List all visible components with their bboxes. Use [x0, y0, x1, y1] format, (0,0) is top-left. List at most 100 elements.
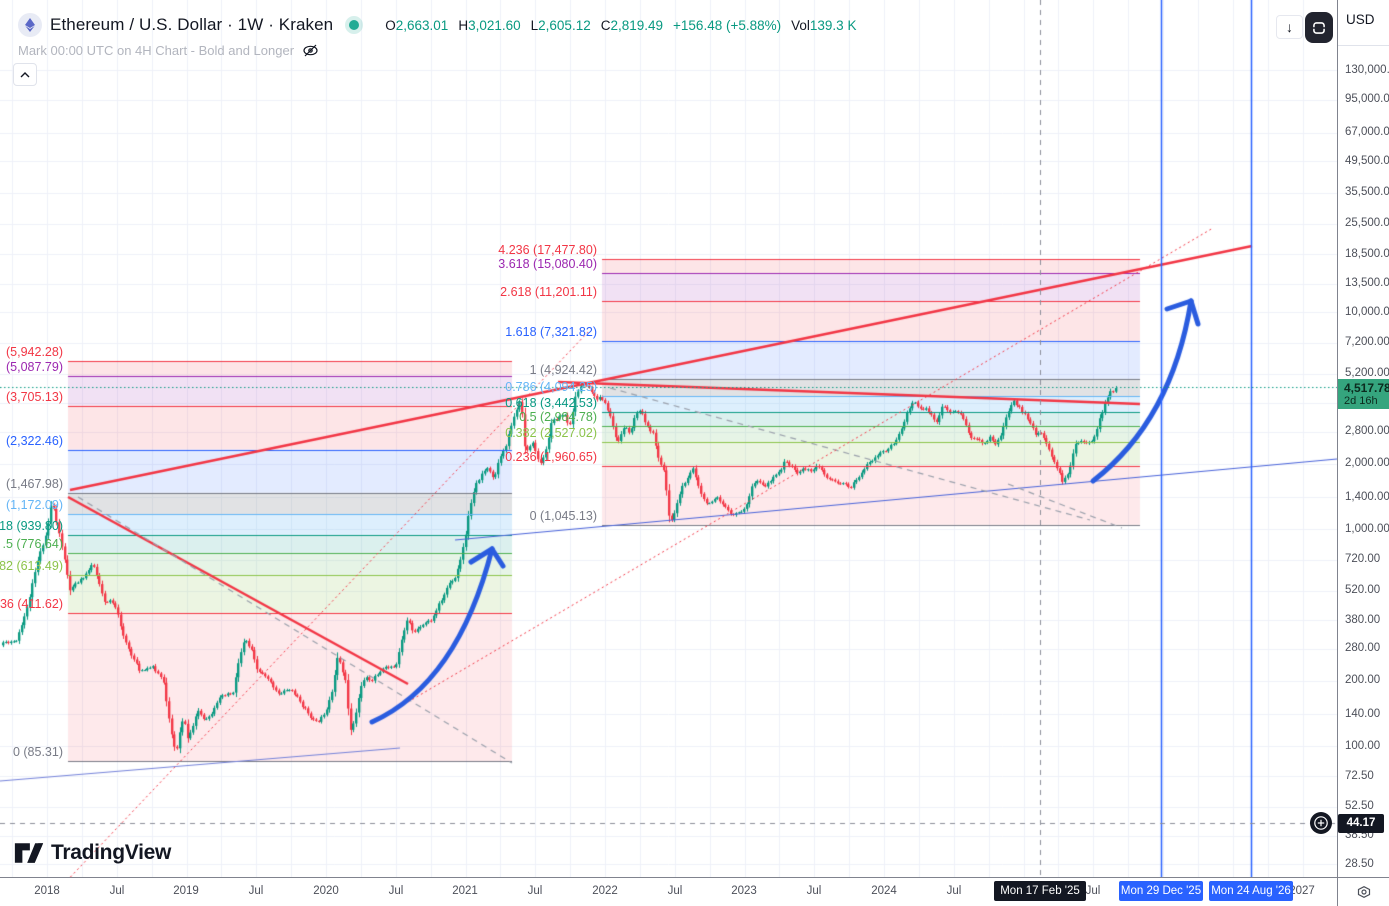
bar-close-countdown: 2d 16h — [1344, 394, 1378, 407]
fib-level-label[interactable]: 0 (85.31) — [12, 744, 63, 759]
fib-level-label[interactable]: 0.618 (3,442.53) — [505, 396, 597, 411]
time-tick-label: 2024 — [871, 885, 897, 897]
price-axis[interactable]: USD 130,000.00 95,000.00 67,000.00 49,500.0… — [1337, 0, 1389, 877]
fib-level-label[interactable]: 0.236 (1,960.65) — [505, 449, 597, 464]
time-tick-label: Jul — [1085, 885, 1101, 897]
price-tick-label: 25,500.00 — [1345, 217, 1389, 230]
fib-level-label[interactable]: 4.236 (17,477.80) — [498, 243, 597, 258]
tradingview-logo-text: TradingView — [51, 841, 172, 864]
fib-level-label[interactable]: 2.618 (11,201.11) — [500, 285, 597, 300]
crosshair-add-alert-button[interactable] — [1310, 812, 1332, 834]
price-tick-label: 52.50 — [1345, 800, 1374, 813]
axis-settings-corner[interactable] — [1337, 877, 1389, 906]
time-tick-label: Jul — [667, 885, 683, 897]
time-tick-label: Jul — [109, 885, 125, 897]
crosshair-time-badge: Mon 17 Feb '25 — [994, 881, 1086, 901]
price-tick-label: 1,400.00 — [1345, 490, 1389, 503]
tradingview-mark-icon — [14, 843, 44, 863]
price-tick-label: 200.00 — [1345, 674, 1381, 687]
fib-level-label[interactable]: 1 (4,924.42) — [529, 362, 597, 377]
arrow-down-icon: ↓ — [1286, 19, 1293, 35]
high-value: 3,021.60 — [468, 17, 521, 33]
current-price-value: 4,517.78 — [1344, 380, 1389, 395]
fib-level-label[interactable]: (3,705.13) — [6, 389, 63, 404]
fib-level-label[interactable]: (1,172.09) — [6, 498, 63, 513]
price-tick-label: 130,000.00 — [1345, 63, 1389, 76]
price-tick-label: 35,500.00 — [1345, 186, 1389, 199]
fullscreen-button[interactable] — [1305, 12, 1333, 43]
time-tick-label: 2023 — [731, 885, 757, 897]
time-tick-label: 2020 — [313, 885, 339, 897]
time-tick-label: 2027 — [1289, 885, 1315, 897]
price-tick-label: 2,800.00 — [1345, 425, 1389, 438]
price-tick-label: 18,500.00 — [1345, 247, 1389, 260]
ohlc-readout: O2,663.01 H3,021.60 L2,605.12 C2,819.49 … — [385, 17, 857, 33]
open-value: 2,663.01 — [395, 17, 449, 33]
price-tick-label: 1,000.00 — [1345, 522, 1389, 535]
fib-level-label[interactable]: 82 (613.49) — [0, 559, 63, 574]
price-tick-label: 67,000.00 — [1345, 126, 1389, 139]
low-value: 2,605.12 — [538, 17, 591, 33]
price-tick-label: 28.50 — [1345, 857, 1374, 870]
current-price-badge: 4,517.78 2d 16h — [1338, 378, 1389, 409]
fib-level-label[interactable]: 18 (939.80) — [0, 518, 63, 533]
drawing-legend-row: Mark 00:00 UTC on 4H Chart - Bold and Lo… — [18, 43, 319, 58]
price-tick-label: 72.50 — [1345, 769, 1374, 782]
price-tick-label: 2,000.00 — [1345, 457, 1389, 470]
chevron-up-icon — [20, 71, 30, 77]
volume-value: 139.3 K — [809, 17, 857, 33]
close-value: 2,819.49 — [610, 17, 664, 33]
time-tick-label: 2022 — [592, 885, 618, 897]
frame-icon — [1313, 21, 1325, 34]
crosshair-price-badge: 44.17 — [1338, 813, 1384, 833]
collapse-legend-button[interactable] — [13, 63, 37, 86]
drawing-title[interactable]: Mark 00:00 UTC on 4H Chart - Bold and Lo… — [18, 43, 295, 58]
price-tick-label: 7,200.00 — [1345, 336, 1389, 349]
fib-level-label[interactable]: 36 (411.62) — [0, 596, 63, 611]
time-tick-label: Jul — [806, 885, 822, 897]
price-axis-separator — [1338, 45, 1389, 46]
time-tick-label: Jul — [388, 885, 404, 897]
price-tick-label: 13,500.00 — [1345, 277, 1389, 290]
price-tick-label: 380.00 — [1345, 613, 1381, 626]
fib-level-label[interactable]: 3.618 (15,080.40) — [498, 257, 597, 272]
fib-level-label[interactable]: 0 (1,045.13) — [529, 508, 597, 523]
price-tick-label: 280.00 — [1345, 642, 1381, 655]
fib-level-label[interactable]: 0.786 (4,094.25) — [505, 380, 597, 395]
fib-level-label[interactable]: (1,467.98) — [6, 476, 63, 491]
chart-plot-area[interactable]: (5,942.28) (5,087.79) (3,705.13) (2,322.46)… — [0, 0, 1337, 877]
symbol-header: Ethereum / U.S. Dollar · 1W · Kraken O2,… — [18, 13, 856, 37]
market-status-icon[interactable] — [345, 16, 364, 34]
fib-level-label[interactable]: 0.5 (2,984.78) — [519, 409, 597, 424]
price-tick-label: 140.00 — [1345, 707, 1381, 720]
price-tick-label: 520.00 — [1345, 584, 1381, 597]
symbol-title[interactable]: Ethereum / U.S. Dollar · 1W · Kraken — [50, 15, 334, 34]
fib-level-label[interactable]: .5 (776.64) — [2, 536, 63, 551]
price-tick-label: 100.00 — [1345, 739, 1381, 752]
event-date-badge-2[interactable]: Mon 24 Aug '26 — [1209, 881, 1293, 901]
eye-slash-icon[interactable] — [302, 43, 319, 58]
time-tick-label: 2021 — [452, 885, 478, 897]
ethereum-icon[interactable] — [18, 13, 42, 37]
fib-level-label[interactable]: (2,322.46) — [6, 433, 63, 448]
time-tick-label: Jul — [946, 885, 962, 897]
time-axis[interactable]: 2018 Jul 2019 Jul 2020 Jul 2021 Jul 2022 Jul 2023 J… — [0, 877, 1337, 906]
tradingview-logo[interactable]: TradingView — [14, 841, 171, 865]
plus-circle-icon — [1314, 816, 1328, 830]
price-axis-currency[interactable]: USD — [1346, 12, 1375, 27]
fib-level-label[interactable]: (5,942.28) — [6, 345, 63, 360]
fib-level-label[interactable]: 0.382 (2,527.02) — [505, 425, 597, 440]
price-tick-label: 720.00 — [1345, 553, 1381, 566]
event-date-badge-1[interactable]: Mon 29 Dec '25 — [1119, 881, 1203, 901]
fib-level-label[interactable]: (5,087.79) — [6, 359, 63, 374]
time-tick-label: 2018 — [34, 885, 60, 897]
price-tick-label: 5,200.00 — [1345, 367, 1389, 380]
candlestick-canvas[interactable] — [0, 0, 1337, 877]
price-tick-label: 10,000.00 — [1345, 305, 1389, 318]
time-tick-label: 2019 — [173, 885, 199, 897]
scroll-to-recent-button[interactable]: ↓ — [1276, 15, 1303, 39]
time-tick-label: Jul — [527, 885, 543, 897]
change-value: +156.48 (+5.88%) — [673, 17, 782, 33]
fib-level-label[interactable]: 1.618 (7,321.82) — [505, 325, 597, 340]
